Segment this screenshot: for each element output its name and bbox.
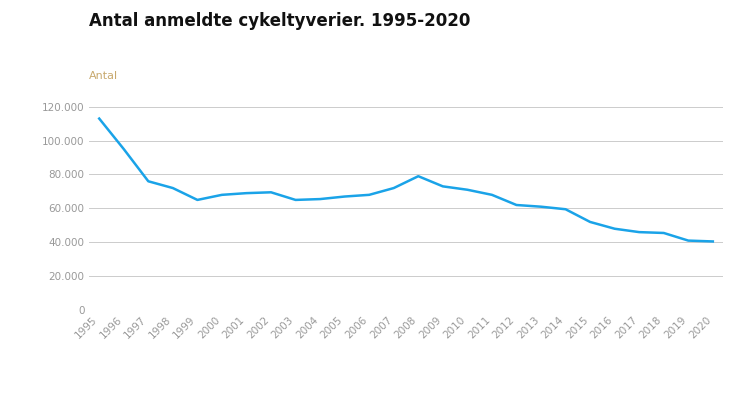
Text: Antal anmeldte cykeltyverier. 1995-2020: Antal anmeldte cykeltyverier. 1995-2020 xyxy=(89,12,471,30)
Text: Antal: Antal xyxy=(89,71,118,81)
